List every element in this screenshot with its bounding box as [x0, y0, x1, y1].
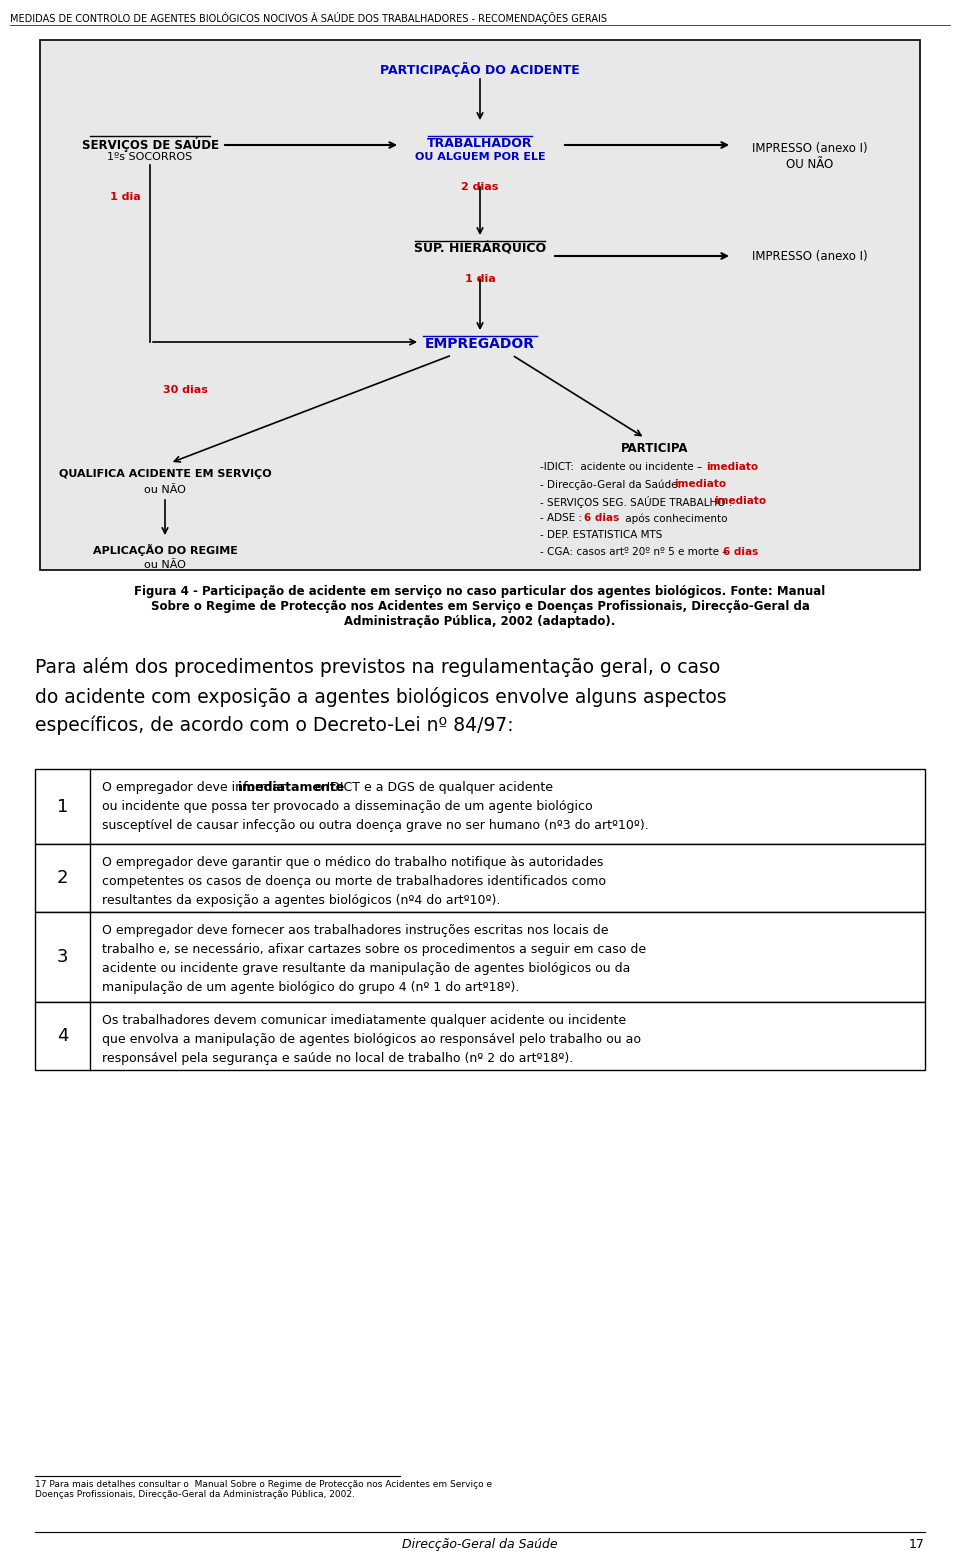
Text: ou NÃO: ou NÃO	[144, 485, 186, 495]
Text: MEDIDAS DE CONTROLO DE AGENTES BIOLÓGICOS NOCIVOS À SAÚDE DOS TRABALHADORES - RE: MEDIDAS DE CONTROLO DE AGENTES BIOLÓGICO…	[10, 12, 607, 23]
Text: após conhecimento: após conhecimento	[622, 513, 728, 524]
Text: acidente ou incidente grave resultante da manipulação de agentes biológicos ou d: acidente ou incidente grave resultante d…	[102, 963, 631, 975]
Text: imediato: imediato	[674, 479, 726, 488]
Text: 1: 1	[57, 797, 68, 816]
Text: SUP. HIERÁRQUICO: SUP. HIERÁRQUICO	[414, 242, 546, 254]
Text: imediatamente: imediatamente	[238, 782, 345, 794]
Text: APLICAÇÃO DO REGIME: APLICAÇÃO DO REGIME	[92, 544, 237, 555]
Text: - DEP. ESTATISTICA MTS: - DEP. ESTATISTICA MTS	[540, 530, 662, 540]
Text: susceptível de causar infecção ou outra doença grave no ser humano (nº3 do artº1: susceptível de causar infecção ou outra …	[102, 819, 649, 831]
Text: 4: 4	[57, 1026, 68, 1045]
Text: responsável pela segurança e saúde no local de trabalho (nº 2 do artº18º).: responsável pela segurança e saúde no lo…	[102, 1051, 573, 1065]
Text: 3: 3	[57, 948, 68, 966]
Text: Figura 4 - Participação de acidente em serviço no caso particular dos agentes bi: Figura 4 - Participação de acidente em s…	[134, 585, 826, 629]
Text: 6 dias: 6 dias	[723, 548, 758, 557]
Text: ou NÃO: ou NÃO	[144, 560, 186, 569]
Text: SERVIÇOS DE SAÚDE: SERVIÇOS DE SAÚDE	[82, 137, 219, 151]
Text: O empregador deve garantir que o médico do trabalho notifique às autoridades: O empregador deve garantir que o médico …	[102, 856, 604, 869]
Text: resultantes da exposição a agentes biológicos (nº4 do artº10º).: resultantes da exposição a agentes bioló…	[102, 894, 500, 906]
Text: 6 dias: 6 dias	[584, 513, 619, 523]
Text: manipulação de um agente biológico do grupo 4 (nº 1 do artº18º).: manipulação de um agente biológico do gr…	[102, 981, 519, 994]
Text: OU ALGUEM POR ELE: OU ALGUEM POR ELE	[415, 151, 545, 162]
Text: IMPRESSO (anexo I): IMPRESSO (anexo I)	[753, 250, 868, 264]
Text: imediato: imediato	[706, 462, 758, 473]
Text: 2: 2	[57, 869, 68, 888]
Text: O empregador deve fornecer aos trabalhadores instruções escritas nos locais de: O empregador deve fornecer aos trabalhad…	[102, 924, 609, 938]
Text: PARTICIPAÇÃO DO ACIDENTE: PARTICIPAÇÃO DO ACIDENTE	[380, 62, 580, 76]
Text: QUALIFICA ACIDENTE EM SERVIÇO: QUALIFICA ACIDENTE EM SERVIÇO	[59, 470, 272, 479]
Text: o IDICT e a DGS de qualquer acidente: o IDICT e a DGS de qualquer acidente	[311, 782, 553, 794]
FancyBboxPatch shape	[35, 769, 925, 844]
Text: 17 Para mais detalhes consultar o  Manual Sobre o Regime de Protecção nos Aciden: 17 Para mais detalhes consultar o Manual…	[35, 1480, 492, 1499]
Text: 1 dia: 1 dia	[109, 192, 140, 201]
Text: PARTICIPA: PARTICIPA	[621, 441, 688, 456]
Text: imediato: imediato	[714, 496, 766, 505]
FancyBboxPatch shape	[35, 844, 925, 913]
Text: EMPREGADOR: EMPREGADOR	[425, 337, 535, 351]
Text: trabalho e, se necessário, afixar cartazes sobre os procedimentos a seguir em ca: trabalho e, se necessário, afixar cartaz…	[102, 942, 646, 956]
Text: ou incidente que possa ter provocado a disseminação de um agente biológico: ou incidente que possa ter provocado a d…	[102, 800, 592, 813]
Text: - ADSE :: - ADSE :	[540, 513, 586, 523]
Text: 17: 17	[909, 1538, 925, 1551]
FancyBboxPatch shape	[35, 913, 925, 1002]
Text: - CGA: casos artº 20º nº 5 e morte –: - CGA: casos artº 20º nº 5 e morte –	[540, 548, 731, 557]
Text: 1ºs SOCORROS: 1ºs SOCORROS	[108, 151, 193, 162]
Text: Para além dos procedimentos previstos na regulamentação geral, o caso
do acident: Para além dos procedimentos previstos na…	[35, 657, 727, 735]
Text: TRABALHADOR: TRABALHADOR	[427, 137, 533, 150]
Text: OU NÃO: OU NÃO	[786, 158, 833, 172]
Text: 1 dia: 1 dia	[465, 275, 495, 284]
Text: 30 dias: 30 dias	[162, 385, 207, 395]
Text: - Direcção-Geral da Saúde:: - Direcção-Geral da Saúde:	[540, 479, 684, 490]
Text: - SERVIÇOS SEG. SAÚDE TRABALHO :: - SERVIÇOS SEG. SAÚDE TRABALHO :	[540, 496, 735, 509]
Text: Direcção-Geral da Saúde: Direcção-Geral da Saúde	[402, 1538, 558, 1551]
Text: competentes os casos de doença ou morte de trabalhadores identificados como: competentes os casos de doença ou morte …	[102, 875, 606, 888]
FancyBboxPatch shape	[35, 1002, 925, 1070]
Text: 2 dias: 2 dias	[462, 183, 498, 192]
FancyBboxPatch shape	[40, 41, 920, 569]
Text: O empregador deve informar: O empregador deve informar	[102, 782, 289, 794]
Text: IMPRESSO (anexo I): IMPRESSO (anexo I)	[753, 142, 868, 154]
Text: -IDICT:  acidente ou incidente –: -IDICT: acidente ou incidente –	[540, 462, 706, 473]
Text: Os trabalhadores devem comunicar imediatamente qualquer acidente ou incidente: Os trabalhadores devem comunicar imediat…	[102, 1014, 626, 1026]
Text: que envolva a manipulação de agentes biológicos ao responsável pelo trabalho ou : que envolva a manipulação de agentes bio…	[102, 1033, 641, 1047]
